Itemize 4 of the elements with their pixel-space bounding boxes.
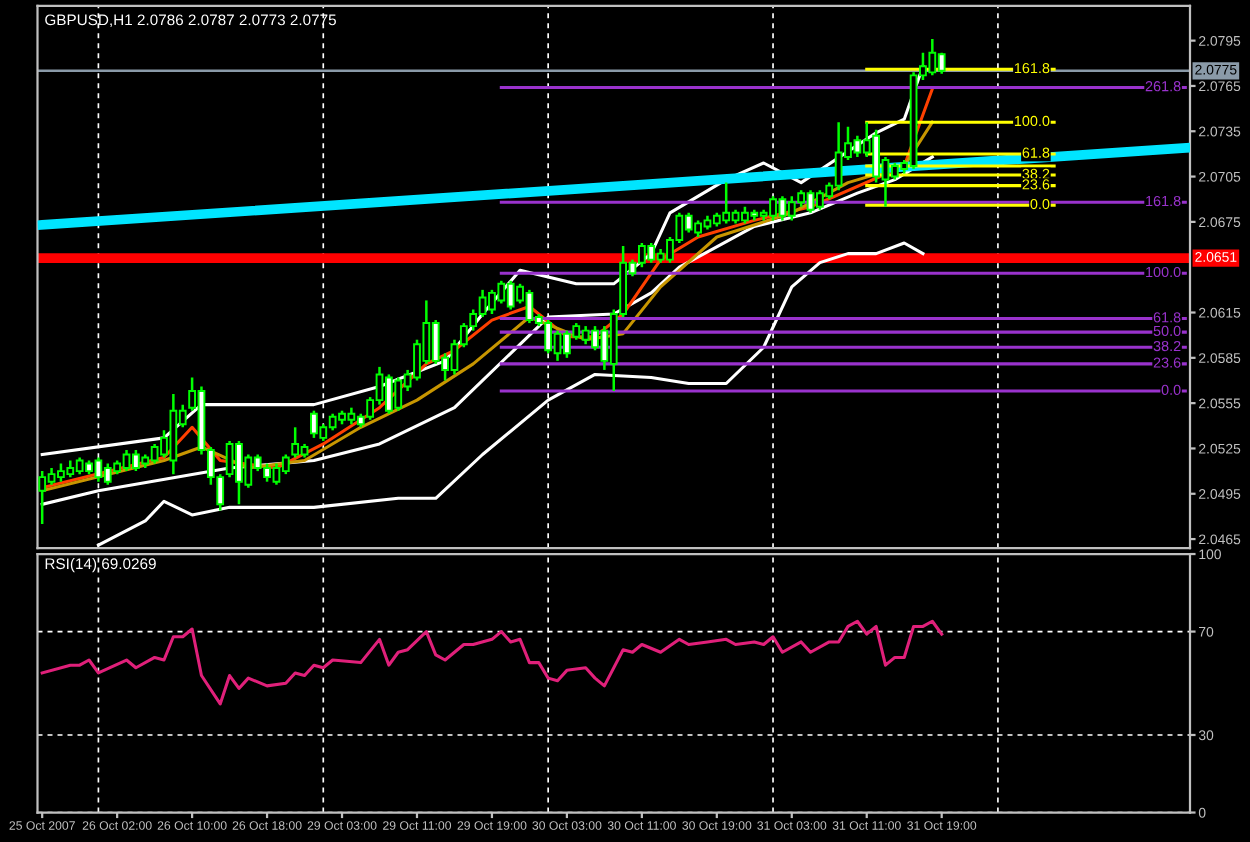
line-series: [40, 619, 944, 706]
candlestick: [38, 469, 47, 526]
candlestick: [281, 453, 290, 476]
candlestick: [291, 426, 300, 459]
